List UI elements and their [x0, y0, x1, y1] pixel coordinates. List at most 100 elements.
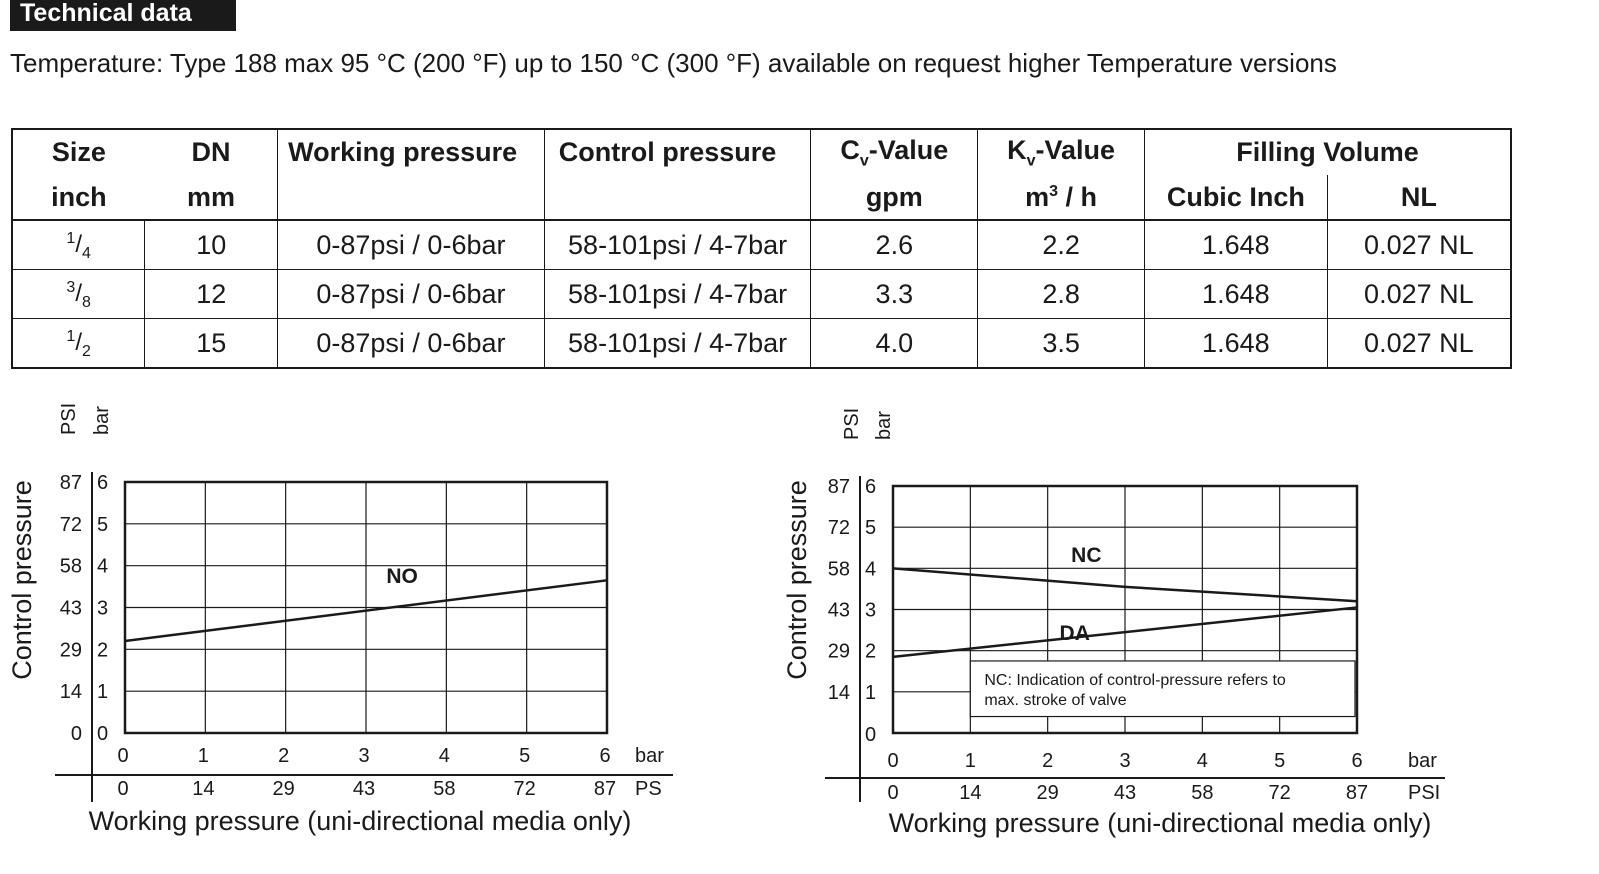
cell-working: 0-87psi / 0-6bar [277, 219, 545, 270]
series-line-no [124, 579, 608, 643]
cell-kv: 2.2 [977, 219, 1145, 270]
x-tick-label-psi: 14 [959, 782, 981, 804]
cell-nl: 0.027 NL [1326, 219, 1512, 270]
y-tick-label-psi: 14 [828, 682, 850, 704]
y-tick-label-psi: 72 [60, 514, 82, 536]
header-cubic-inch: Cubic Inch [1143, 175, 1328, 221]
cell-control: 58-101psi / 4-7bar [543, 269, 812, 319]
x-tick-label-bar: 3 [1119, 750, 1130, 772]
cell-kv: 2.8 [977, 269, 1145, 319]
y-tick-label-bar: 2 [865, 641, 876, 663]
x-tick-label-bar: 6 [1351, 750, 1362, 772]
annotation-box [969, 660, 1356, 718]
header-kv: Kv-Value [977, 128, 1145, 175]
cell-dn: 15 [144, 318, 279, 369]
series-line-da [892, 606, 1358, 659]
y-unit-label-bar: bar [873, 411, 895, 440]
y-tick-label-psi: 58 [60, 556, 82, 578]
x-unit-label-bar: bar [1408, 750, 1437, 772]
cell-dn: 12 [144, 269, 279, 319]
technical-data-table: Size DN Working pressure Control pressur… [11, 128, 1512, 369]
x-tick-label-psi: 43 [353, 778, 375, 800]
y-tick-label-bar: 2 [97, 639, 108, 661]
x-tick-label-bar: 1 [198, 745, 209, 767]
x-tick-label-bar: 1 [965, 750, 976, 772]
series-label-no: NO [386, 565, 418, 588]
y-tick-label-bar: 3 [97, 598, 108, 620]
y-tick-label-psi: 43 [60, 598, 82, 620]
header-size-unit: inch [11, 175, 145, 221]
x-tick-label-psi: 72 [1269, 782, 1291, 804]
section-title: Technical data [20, 0, 192, 27]
y-tick-label-psi: 29 [60, 639, 82, 661]
cell-size: 1/2 [11, 318, 146, 369]
plot-frame [123, 480, 609, 735]
table-row: 3/8 12 0-87psi / 0-6bar 58-101psi / 4-7b… [11, 269, 1512, 319]
table-row: 1/2 15 0-87psi / 0-6bar 58-101psi / 4-7b… [11, 318, 1512, 369]
section-header [10, 0, 236, 31]
x-tick-label-bar: 4 [1197, 750, 1208, 772]
y-tick-label-bar: 3 [865, 600, 876, 622]
x-tick-label-psi: 0 [887, 782, 898, 804]
header-control-blank [543, 175, 812, 221]
header-dn-unit: mm [144, 175, 279, 221]
y-axis-title: Control pressure [782, 480, 812, 680]
header-working-pressure: Working pressure [277, 128, 545, 175]
x-tick-label-bar: 0 [117, 745, 128, 767]
temperature-note: Temperature: Type 188 max 95 °C (200 °F)… [10, 48, 1337, 78]
y-tick-label-bar: 5 [865, 517, 876, 539]
plot-frame [891, 484, 1359, 735]
y-unit-label-psi: PSI [841, 408, 863, 440]
cell-cv: 3.3 [810, 269, 979, 319]
cell-cubic-inch: 1.648 [1143, 318, 1328, 369]
x-tick-label-psi: 0 [117, 778, 128, 800]
series-line-nc [892, 567, 1358, 603]
cell-size: 3/8 [11, 269, 146, 319]
x-tick-label-bar: 3 [358, 745, 369, 767]
y-tick-label-psi: 72 [828, 517, 850, 539]
header-cv-unit: gpm [810, 175, 979, 221]
header-working-blank [277, 175, 545, 221]
x-tick-label-psi: 87 [1346, 782, 1368, 804]
x-tick-label-bar: 5 [519, 745, 530, 767]
y-tick-label-psi: 29 [828, 641, 850, 663]
header-dn: DN [144, 128, 279, 175]
annotation-text-line1: NC: Indication of control-pressure refer… [984, 672, 1286, 689]
x-unit-label-bar: bar [635, 745, 664, 767]
x-tick-label-bar: 4 [439, 745, 450, 767]
header-kv-unit: m3 / h [977, 175, 1145, 221]
x-tick-label-bar: 0 [887, 750, 898, 772]
cell-working: 0-87psi / 0-6bar [277, 269, 545, 319]
y-tick-label-bar: 4 [97, 556, 108, 578]
x-tick-label-psi: 43 [1114, 782, 1136, 804]
annotation-text-line2: max. stroke of valve [984, 692, 1126, 709]
header-nl: NL [1326, 175, 1512, 221]
cell-nl: 0.027 NL [1326, 269, 1512, 319]
x-tick-label-psi: 72 [514, 778, 536, 800]
y-unit-label-bar: bar [91, 406, 113, 435]
cell-working: 0-87psi / 0-6bar [277, 318, 545, 369]
y-tick-label-bar: 5 [97, 514, 108, 536]
cell-size: 1/4 [11, 219, 146, 270]
header-filling-volume: Filling Volume [1143, 128, 1512, 175]
y-tick-label-bar: 4 [865, 558, 876, 580]
x-tick-label-bar: 5 [1274, 750, 1285, 772]
x-axis-title: Working pressure (uni-directional media … [889, 808, 1432, 838]
y-tick-label-psi: 43 [828, 600, 850, 622]
cell-control: 58-101psi / 4-7bar [543, 318, 812, 369]
x-tick-label-bar: 2 [1042, 750, 1053, 772]
series-label-da: DA [1060, 622, 1090, 645]
cell-dn: 10 [144, 219, 279, 270]
cell-kv: 3.5 [977, 318, 1145, 369]
x-tick-label-bar: 2 [278, 745, 289, 767]
y-tick-label-bar: 1 [97, 681, 108, 703]
cell-control: 58-101psi / 4-7bar [543, 219, 812, 270]
y-tick-label-psi: 0 [71, 723, 82, 745]
x-axis-title: Working pressure (uni-directional media … [89, 806, 632, 836]
x-tick-label-psi: 58 [1191, 782, 1213, 804]
y-tick-label-bar: 6 [97, 472, 108, 494]
x-unit-label-psi: PS [635, 778, 662, 800]
y-tick-label-psi: 87 [828, 476, 850, 498]
y-tick-label-bar: 0 [97, 723, 108, 745]
